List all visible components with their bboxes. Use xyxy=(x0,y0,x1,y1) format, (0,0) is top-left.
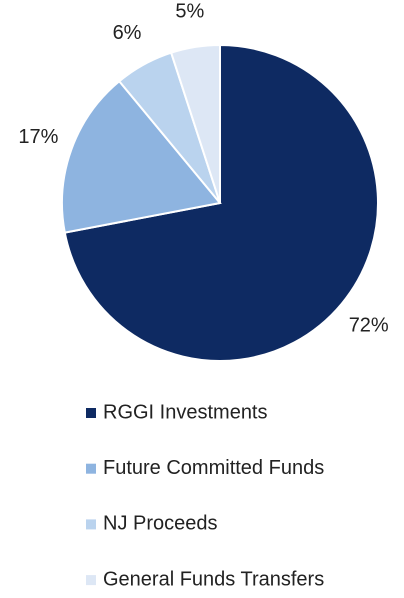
legend-label: General Funds Transfers xyxy=(103,568,324,590)
data-label: 6% xyxy=(113,22,142,44)
data-label: 17% xyxy=(18,126,58,148)
legend-swatch xyxy=(86,463,96,474)
legend-swatch xyxy=(86,575,96,586)
pie-slice xyxy=(63,43,379,362)
data-label: 5% xyxy=(175,1,204,23)
pie-slice xyxy=(61,79,222,234)
legend-label: NJ Proceeds xyxy=(103,513,218,535)
legend-swatch xyxy=(86,519,96,530)
data-label: 72% xyxy=(349,314,389,336)
legend-swatch xyxy=(86,408,96,418)
legend-label: RGGI Investments xyxy=(103,401,268,423)
legend-label: Future Committed Funds xyxy=(103,457,324,479)
pie-slice xyxy=(169,43,221,204)
